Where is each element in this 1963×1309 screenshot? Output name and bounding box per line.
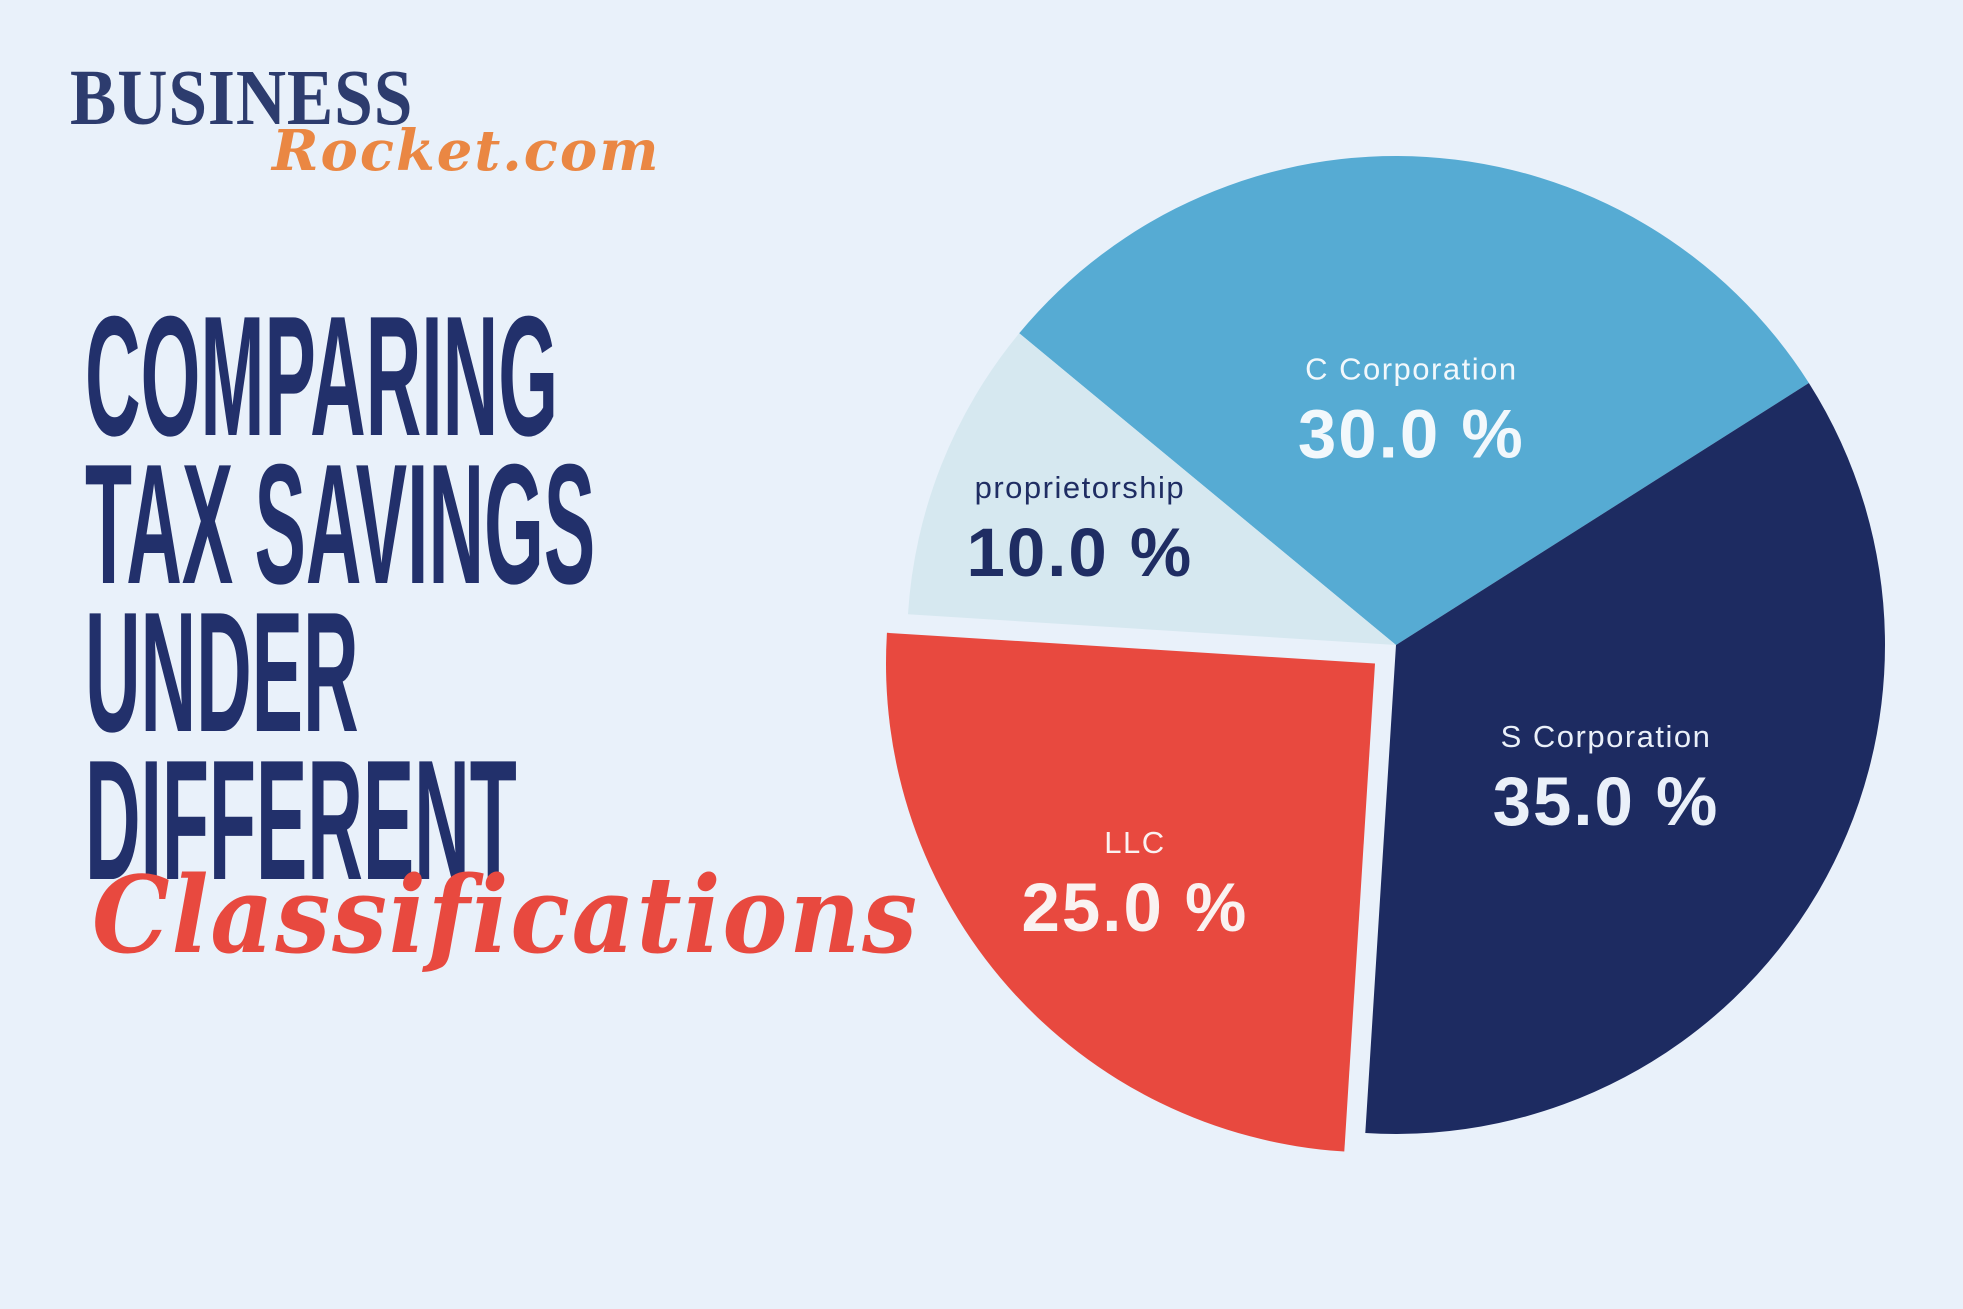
title-line-4: DIFFERENT bbox=[85, 725, 517, 916]
logo-business-text: BUSINESS bbox=[70, 55, 414, 142]
pie-slice-proprietorship bbox=[907, 333, 1396, 645]
slice-label-proprietorship: proprietorship bbox=[975, 470, 1186, 505]
title-script-word: Classifications bbox=[92, 852, 919, 977]
slice-value-c-corporation: 30.0 % bbox=[1298, 395, 1525, 472]
slice-value-s-corporation: 35.0 % bbox=[1493, 763, 1720, 840]
slice-value-proprietorship: 10.0 % bbox=[966, 514, 1193, 591]
slice-label-c-corporation: C Corporation bbox=[1305, 351, 1517, 386]
slice-value-llc: 25.0 % bbox=[1022, 869, 1249, 946]
pie-slice-c-corporation bbox=[1019, 155, 1809, 645]
title-line-2: TAX SAVINGS bbox=[85, 429, 596, 620]
title-line-1: COMPARING bbox=[85, 281, 559, 472]
slice-label-llc: LLC bbox=[1104, 825, 1165, 860]
pie-slice-s-corporation bbox=[1365, 382, 1885, 1134]
pie-slice-llc bbox=[885, 632, 1375, 1152]
title-line-3: UNDER bbox=[85, 577, 359, 768]
slice-label-s-corporation: S Corporation bbox=[1501, 719, 1712, 754]
page-title: COMPARING TAX SAVINGS UNDER DIFFERENT bbox=[85, 281, 1219, 916]
logo-rocket-text: Rocket.com bbox=[272, 118, 661, 184]
